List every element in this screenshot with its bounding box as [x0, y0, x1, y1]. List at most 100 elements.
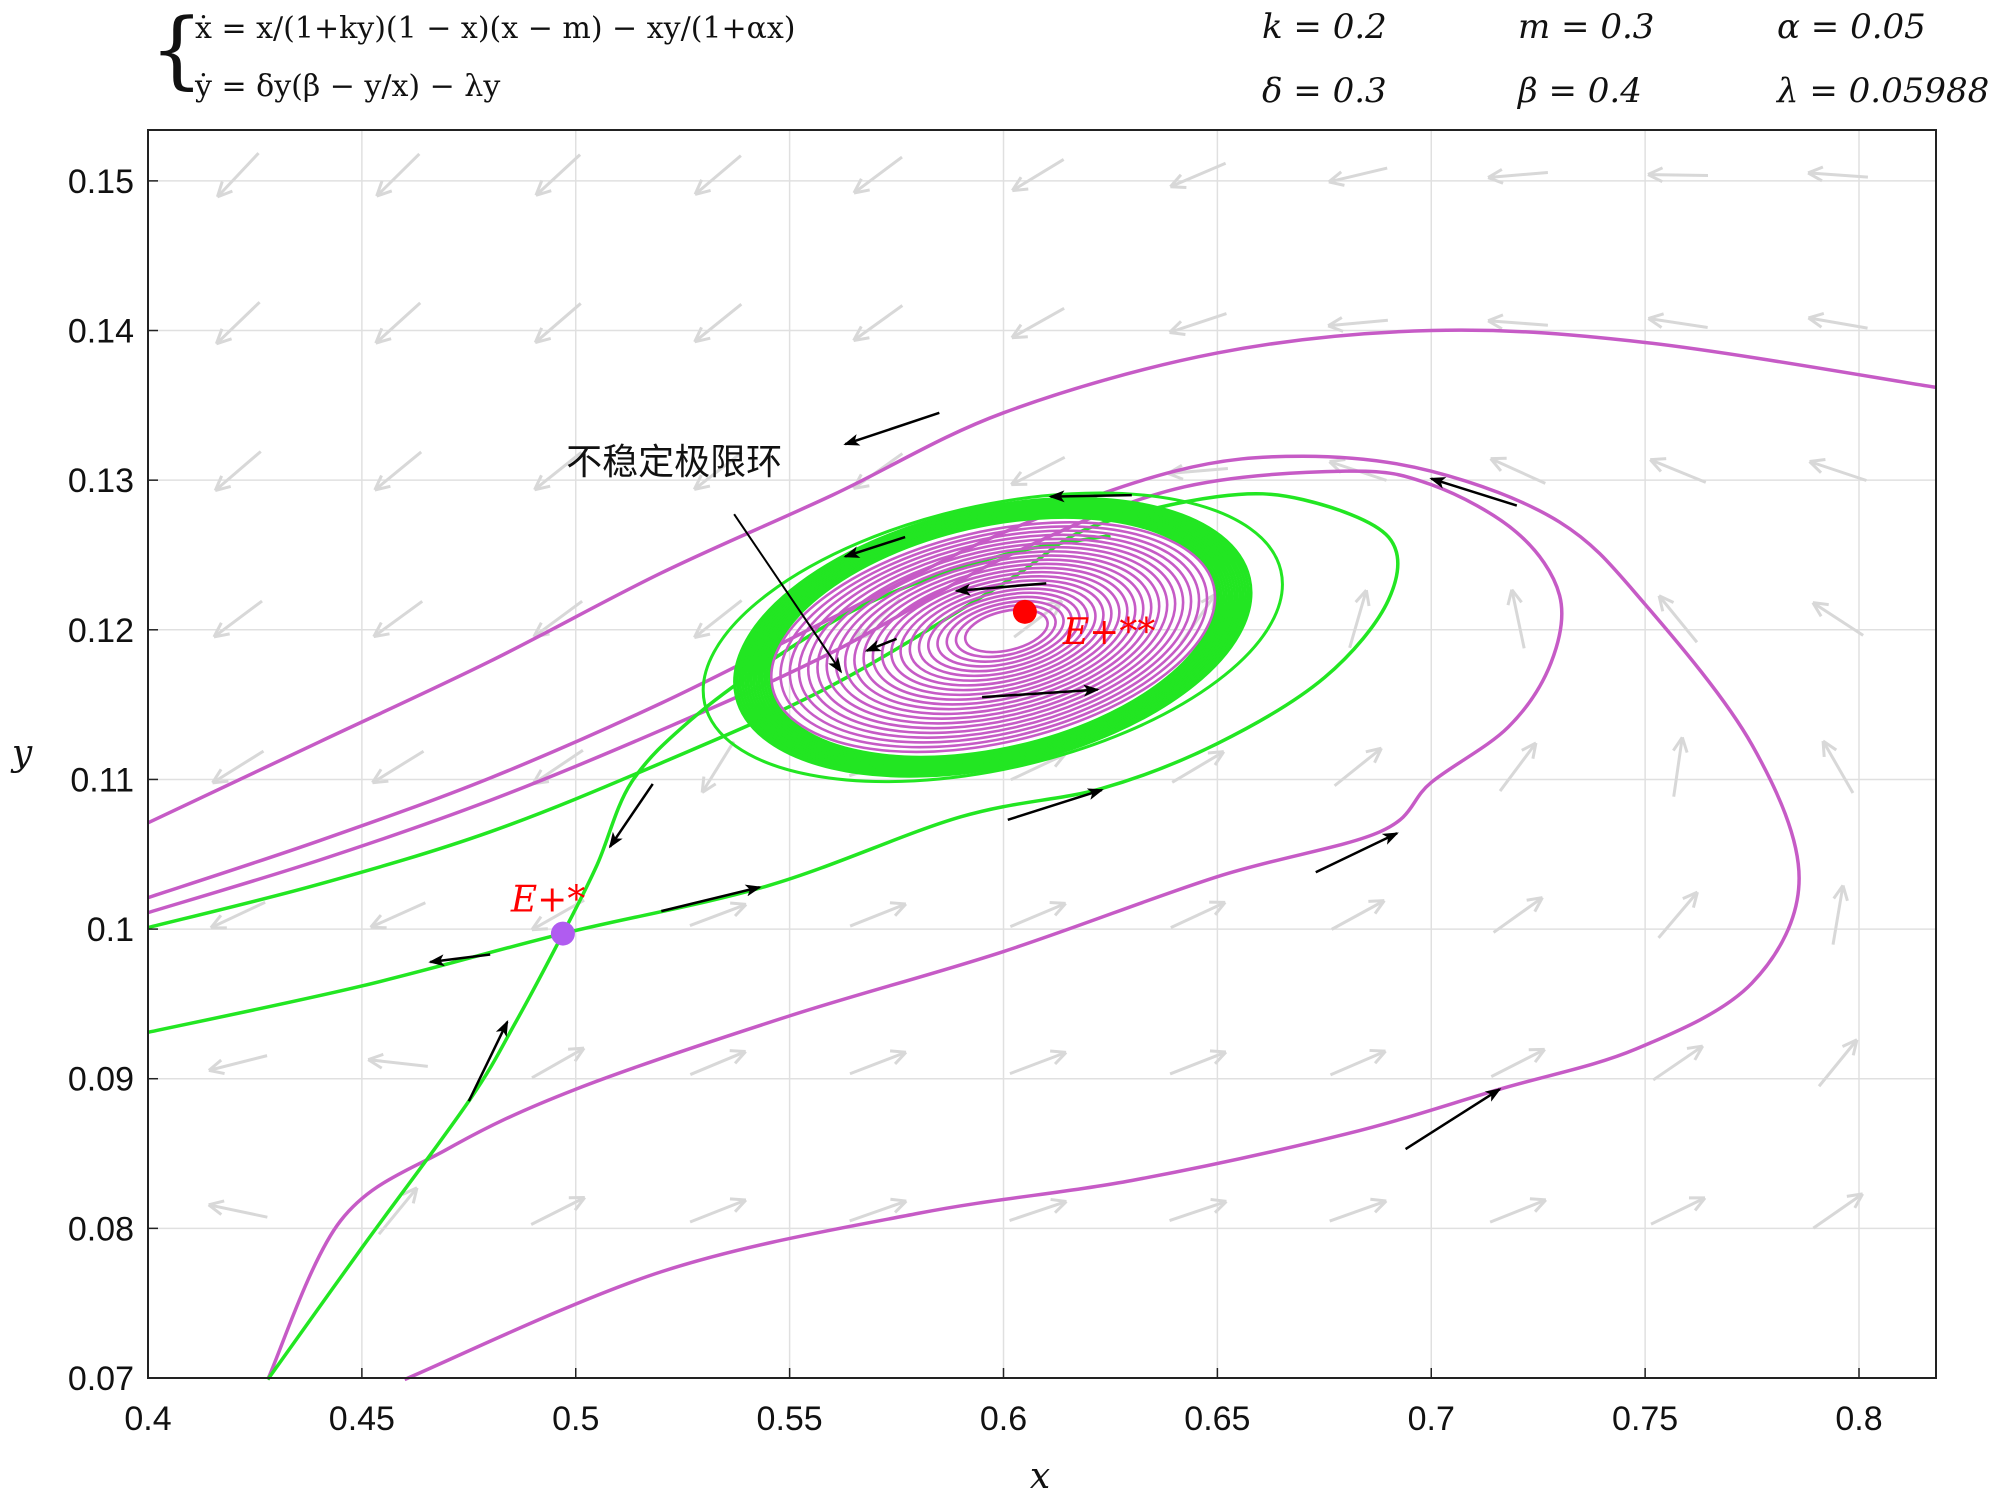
purple-cycle-ring [963, 608, 1049, 654]
vector-field-arrow [530, 1196, 586, 1226]
cycle-rings [701, 491, 1284, 784]
param-beta: β = 0.4 [1516, 71, 1642, 111]
trajectory-direction-arrow [1048, 490, 1132, 503]
purple-cycle-ring [890, 574, 1113, 692]
vector-field-arrow [693, 154, 742, 196]
vector-field-arrow [700, 740, 736, 794]
green-outer-ring [701, 491, 1284, 784]
flow-arrows [428, 411, 1518, 1151]
vector-field-arrow [1489, 1197, 1547, 1224]
x-axis-label: x [1030, 1456, 1050, 1493]
vector-field-arrow [214, 301, 261, 346]
annotation: 不稳定极限环 [566, 441, 843, 674]
y-axis-label: y [10, 733, 33, 774]
purple-cycle-ring [770, 521, 1217, 754]
trajectory-direction-arrow [1315, 832, 1399, 874]
trajectory-direction-arrow [428, 953, 491, 967]
vector-field-arrow [1009, 901, 1067, 929]
vector-field-arrow [530, 898, 585, 932]
annotation-text: 不稳定极限环 [566, 441, 782, 482]
vector-field-arrow [374, 301, 422, 345]
vector-field-arrow [533, 302, 582, 345]
equation-brace: { [150, 0, 203, 98]
vector-field-arrow [1506, 588, 1526, 649]
y-tick-label: 0.1 [87, 911, 134, 949]
parameter-list: k = 0.2 m = 0.3 α = 0.05 δ = 0.3 β = 0.4… [1262, 7, 1989, 111]
vector-field-arrow [1348, 589, 1371, 649]
y-axis-ticks: 0.07 0.08 0.09 0.1 0.11 0.12 0.13 0.14 0.15 [68, 163, 158, 1398]
green-trajectory [147, 491, 1400, 1035]
purple-cycle-ring [945, 599, 1065, 663]
param-k: k = 0.2 [1262, 7, 1387, 47]
vector-field-arrow [209, 900, 266, 930]
param-delta: δ = 0.3 [1262, 71, 1387, 111]
y-tick-label: 0.14 [68, 313, 134, 351]
trajectory-direction-arrow [982, 684, 1100, 699]
vector-field-arrow [367, 1052, 428, 1070]
focus-equilibrium-point [1012, 599, 1037, 624]
vector-field-arrow [1333, 746, 1383, 787]
x-tick-label: 0.75 [1612, 1400, 1678, 1438]
trajectory-direction-arrow [843, 411, 940, 446]
spiral-cycle [701, 491, 1284, 784]
vector-field-arrow [1169, 1049, 1228, 1076]
x-tick-label: 0.7 [1408, 1400, 1455, 1438]
purple-cycle-ring [788, 529, 1201, 744]
x-tick-label: 0.8 [1835, 1400, 1882, 1438]
x-tick-label: 0.65 [1184, 1400, 1250, 1438]
vector-field-arrow [849, 901, 907, 928]
vector-field-arrow [1329, 1048, 1387, 1077]
trajectory-direction-arrow [661, 884, 762, 913]
vector-field [207, 152, 1869, 1236]
vector-field-arrow [849, 1197, 908, 1223]
purple-cycle-ring [806, 537, 1185, 735]
trajectory-direction-arrow [843, 535, 906, 558]
purple-trajectory [147, 469, 1564, 1381]
vector-field-arrow [373, 450, 423, 492]
vector-field-arrow [689, 1197, 748, 1224]
vector-field-arrow [1817, 1038, 1859, 1088]
y-tick-label: 0.08 [68, 1210, 134, 1248]
purple-cycle-ring [843, 554, 1153, 716]
vector-field-arrow [1171, 750, 1226, 784]
purple-cycle-ring [825, 545, 1169, 725]
vector-field-arrow [1009, 1049, 1068, 1075]
trajectory-direction-arrow [1429, 477, 1518, 507]
vector-field-arrow [852, 155, 903, 195]
vector-field-arrow [531, 1046, 586, 1080]
vector-field-arrow [1169, 1197, 1228, 1222]
purple-cycle-ring [954, 604, 1057, 659]
vector-field-arrow [852, 304, 904, 342]
saddle-equilibrium-point [550, 921, 575, 946]
purple-cycle-ring [936, 595, 1073, 668]
vector-field-arrow [1487, 313, 1549, 331]
purple-trajectory [147, 328, 1937, 825]
vector-field-arrow [1168, 312, 1227, 337]
param-lambda: λ = 0.05988 [1775, 71, 1989, 111]
param-alpha: α = 0.05 [1777, 7, 1926, 47]
purple-cycle-ring [816, 541, 1177, 730]
vector-field-arrow [375, 152, 421, 198]
vector-field-arrow [534, 153, 582, 197]
vector-field-arrow [1650, 1196, 1707, 1226]
vector-field-arrow [1010, 306, 1065, 340]
annotation-arrow [733, 513, 843, 674]
vector-field-arrow [533, 451, 583, 492]
x-tick-label: 0.6 [980, 1400, 1027, 1438]
purple-trajectory [147, 454, 1801, 1382]
purple-cycle-ring [908, 583, 1097, 682]
purple-cycle-ring [917, 587, 1089, 678]
vector-field-arrow [1329, 1197, 1388, 1223]
vector-field-arrow [849, 1049, 908, 1076]
x-axis-ticks: 0.4 0.45 0.5 0.55 0.6 0.65 0.7 0.75 0.8 [124, 1368, 1883, 1438]
vector-field-arrow [1011, 158, 1065, 193]
vector-field-arrow [1812, 1192, 1864, 1230]
purple-cycle-ring [779, 525, 1209, 749]
vector-field-arrow [1327, 166, 1388, 187]
vector-field-arrow [693, 599, 743, 639]
equation-block: { ẋ = x/(1+ky)(1 − x)(x − m) − xy/(1+αx)… [150, 0, 796, 104]
equation-x: ẋ = x/(1+ky)(1 − x)(x − m) − xy/(1+αx) [195, 11, 796, 46]
y-tick-label: 0.12 [68, 612, 134, 650]
y-tick-label: 0.13 [68, 462, 134, 500]
vector-field-arrow [1807, 312, 1868, 330]
